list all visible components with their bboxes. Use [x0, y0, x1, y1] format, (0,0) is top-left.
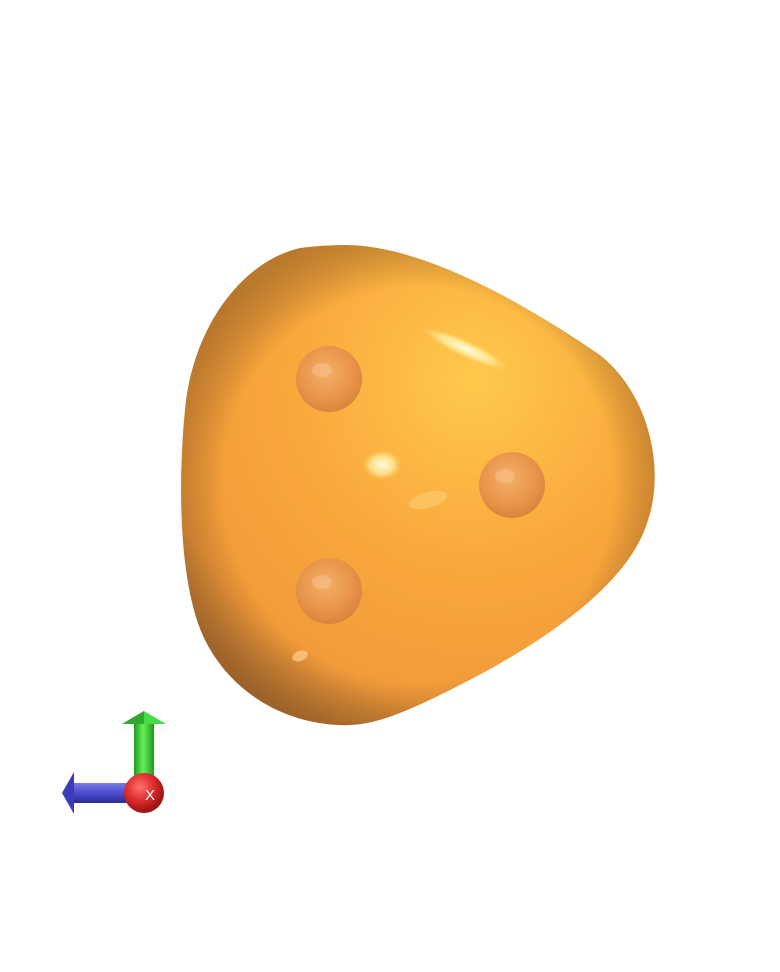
x-axis-label: X	[145, 787, 155, 804]
x-axis-ball: X	[124, 773, 164, 813]
z-axis-arrow	[62, 772, 140, 814]
specular-highlight-top	[422, 327, 510, 371]
isosurface-rim-shading	[181, 245, 655, 726]
isosurface-group	[181, 245, 655, 726]
y-axis-arrow	[122, 711, 166, 784]
atom-upper-left[interactable]	[296, 346, 362, 412]
specular-highlight-center	[362, 450, 402, 480]
atom-lower-left[interactable]	[296, 558, 362, 624]
specular-highlight-soft	[408, 490, 448, 510]
atom-right[interactable]	[479, 452, 545, 518]
specular-highlight-bottom	[292, 650, 308, 662]
axes-orientation-gizmo: X	[62, 711, 166, 814]
